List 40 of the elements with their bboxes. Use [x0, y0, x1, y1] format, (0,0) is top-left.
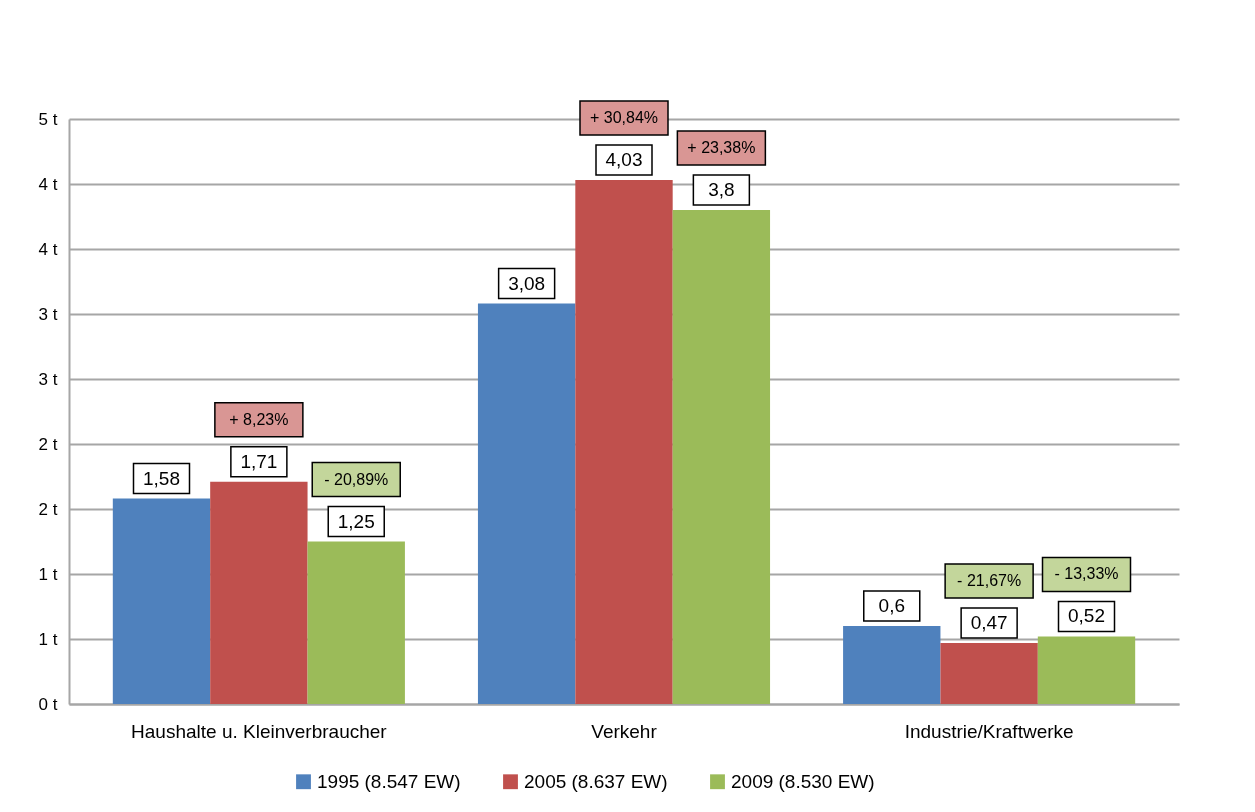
data-label: 1,71 — [240, 450, 278, 472]
bar — [307, 541, 405, 704]
x-tick-label: Haushalte u. Kleinverbraucher — [131, 720, 388, 742]
bar — [1037, 636, 1136, 704]
data-label: 0,52 — [1068, 605, 1105, 627]
y-tick-label: 1 t — [38, 629, 58, 649]
x-tick-label: Verkehr — [591, 720, 658, 742]
bar — [210, 481, 308, 704]
annotation: - 13,33% — [1054, 565, 1119, 583]
bar — [843, 626, 941, 704]
y-tick-label: 4 t — [38, 239, 58, 259]
y-tick-label: 5 t — [38, 109, 58, 129]
legend-label: 2005 (8.637 EW) — [524, 770, 668, 792]
bar — [672, 210, 771, 704]
y-tick-label: 3 t — [38, 304, 58, 324]
annotation: - 21,67% — [957, 571, 1022, 589]
bar — [477, 303, 576, 704]
annotation: + 8,23% — [229, 410, 289, 428]
annotation: + 23,38% — [687, 139, 756, 156]
data-label: 3,08 — [508, 272, 546, 294]
y-tick-label: 1 t — [38, 564, 58, 584]
bar — [575, 180, 673, 704]
legend-label: 2009 (8.530 EW) — [731, 770, 875, 792]
data-label: 0,6 — [878, 595, 905, 616]
bar — [112, 498, 211, 704]
y-tick-label: 4 t — [38, 174, 58, 194]
annotation: + 30,84% — [589, 109, 659, 127]
y-tick-label: 2 t — [38, 499, 58, 519]
y-tick-label: 0 t — [38, 694, 58, 714]
annotation: - 20,89% — [324, 470, 389, 488]
legend-label: 1995 (8.547 EW) — [317, 770, 461, 792]
y-tick-label: 3 t — [38, 369, 58, 389]
data-label: 3,8 — [708, 179, 735, 200]
data-label: 1,25 — [337, 510, 375, 532]
data-label: 0,47 — [970, 611, 1008, 633]
bar — [940, 642, 1038, 704]
data-label: 1,58 — [143, 467, 180, 489]
y-tick-label: 2 t — [38, 434, 58, 454]
x-tick-label: Industrie/Kraftwerke — [904, 720, 1074, 742]
data-label: 4,03 — [605, 149, 643, 171]
